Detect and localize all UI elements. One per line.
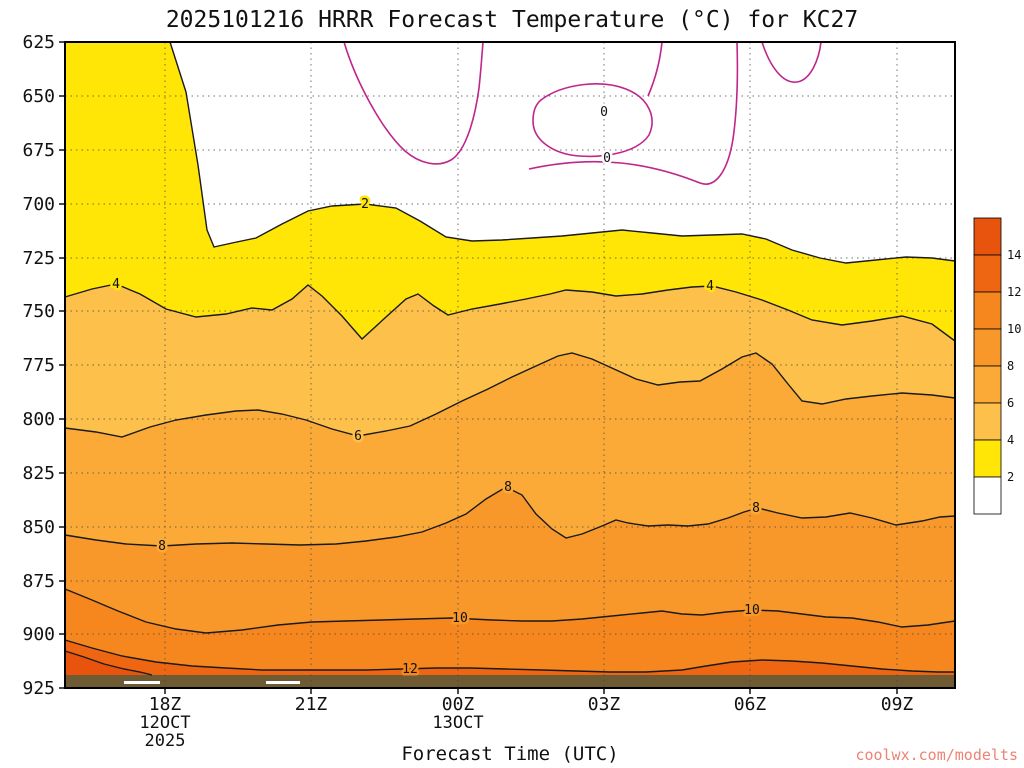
contour-label-8: 8 <box>752 501 760 516</box>
contour-label-4: 4 <box>112 277 120 292</box>
contour-line-12 <box>64 639 955 673</box>
colorbar-segment <box>973 328 1002 367</box>
y-tick-label: 775 <box>22 355 55 376</box>
y-tick-label: 925 <box>22 678 55 699</box>
colorbar-segment <box>973 476 1002 515</box>
date-label: 13OCT <box>432 713 483 733</box>
zero-contour-line <box>647 41 663 97</box>
colorbar-label: 14 <box>1007 248 1021 262</box>
contour-label-10: 10 <box>744 603 760 618</box>
y-tick-label: 675 <box>22 140 55 161</box>
contour-label-8: 8 <box>504 480 512 495</box>
y-tick-label: 900 <box>22 624 55 645</box>
contour-label-8: 8 <box>158 539 166 554</box>
x-tick-label: 21Z <box>295 694 328 715</box>
y-tick-label: 750 <box>22 301 55 322</box>
contour-lines <box>64 41 956 676</box>
x-tick-label: 18Z <box>149 694 182 715</box>
colorbar-label: 8 <box>1007 359 1014 373</box>
y-tick-label: 800 <box>22 409 55 430</box>
y-tick-label: 725 <box>22 248 55 269</box>
y-tick-label: 825 <box>22 463 55 484</box>
y-tick-label: 850 <box>22 517 55 538</box>
temperature-bands <box>65 42 955 688</box>
colorbar-label: 2 <box>1007 470 1014 484</box>
contour-line-8 <box>64 486 956 547</box>
colorbar-segment <box>973 365 1002 404</box>
zero-contour-line <box>761 41 822 83</box>
y-tick-label: 700 <box>22 194 55 215</box>
x-tick-label: 03Z <box>588 694 621 715</box>
zero-contour-line <box>528 41 739 185</box>
colorbar-label: 12 <box>1007 285 1021 299</box>
colorbar-segment <box>973 254 1002 293</box>
contour-label-6: 6 <box>354 429 362 444</box>
colorbar-segment <box>973 402 1002 441</box>
contour-line-14 <box>64 650 153 676</box>
contour-label-2: 2 <box>361 197 369 212</box>
contour-line-6 <box>64 352 956 438</box>
x-tick-label: 06Z <box>734 694 767 715</box>
contour-label-10: 10 <box>452 611 468 626</box>
y-tick-label: 650 <box>22 86 55 107</box>
contour-line-10 <box>64 588 956 634</box>
y-tick-label: 875 <box>22 571 55 592</box>
x-tick-label: 00Z <box>442 694 475 715</box>
colorbar-segment <box>973 439 1002 478</box>
below-ground-layer <box>65 675 955 688</box>
contour-labels: 0 0 2 4 4 6 8 8 8 10 10 12 <box>110 103 763 680</box>
colorbar-label: 10 <box>1007 322 1021 336</box>
axes: 6256506757007257507758008258508759009251… <box>22 32 913 751</box>
surface-marker <box>124 681 160 684</box>
contour-label-0: 0 <box>600 105 608 120</box>
x-axis-label: Forecast Time (UTC) <box>401 743 618 765</box>
watermark: coolwx.com/modelts <box>855 746 1018 764</box>
y-tick-label: 625 <box>22 32 55 53</box>
colorbar-segment <box>973 291 1002 330</box>
chart-title: 2025101216 HRRR Forecast Temperature (°C… <box>166 7 858 33</box>
zero-degree-lines <box>343 41 822 185</box>
colorbar-segment <box>973 217 1002 256</box>
colorbar: 14 12 10 8 6 4 2 <box>973 217 1021 515</box>
date-label: 12OCT <box>139 713 190 733</box>
colorbar-label: 6 <box>1007 396 1014 410</box>
contour-label-4: 4 <box>706 279 714 294</box>
zero-contour-line <box>343 41 484 165</box>
contour-line-4 <box>64 283 956 342</box>
colorbar-label: 4 <box>1007 433 1014 447</box>
date-label: 2025 <box>145 731 186 751</box>
contour-line-2 <box>65 41 956 264</box>
contour-label-0: 0 <box>603 151 611 166</box>
zero-contour-line <box>532 83 653 158</box>
contour-label-12: 12 <box>402 662 418 677</box>
x-tick-label: 09Z <box>881 694 914 715</box>
below-ground-strip <box>65 675 955 688</box>
surface-marker <box>266 681 300 684</box>
